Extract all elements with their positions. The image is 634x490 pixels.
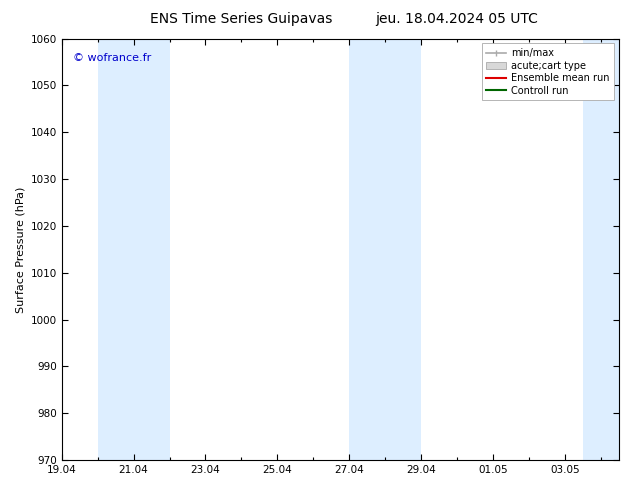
Text: © wofrance.fr: © wofrance.fr (73, 53, 151, 63)
Legend: min/max, acute;cart type, Ensemble mean run, Controll run: min/max, acute;cart type, Ensemble mean … (482, 44, 614, 100)
Bar (349, 39, 421, 460)
Y-axis label: Surface Pressure (hPa): Surface Pressure (hPa) (15, 186, 25, 313)
Bar (98, 39, 169, 460)
Bar (583, 39, 619, 460)
Text: ENS Time Series Guipavas: ENS Time Series Guipavas (150, 12, 332, 26)
Text: jeu. 18.04.2024 05 UTC: jeu. 18.04.2024 05 UTC (375, 12, 538, 26)
